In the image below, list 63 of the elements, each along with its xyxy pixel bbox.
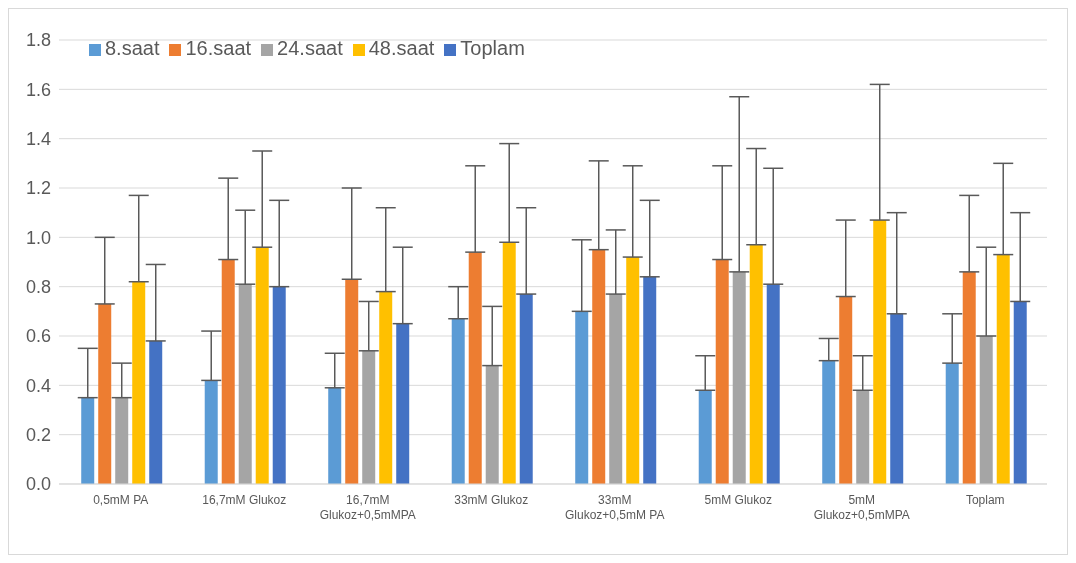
- legend-label: 8.saat: [105, 37, 160, 59]
- legend-label: Toplam: [460, 37, 525, 59]
- x-tick-label: Toplam: [965, 493, 1005, 507]
- bar: [575, 311, 589, 484]
- bar: [519, 294, 533, 484]
- y-tick-label: 0.0: [25, 474, 51, 495]
- y-tick-label: 1.4: [25, 129, 51, 150]
- bar: [962, 271, 976, 484]
- bar: [715, 259, 729, 484]
- bar: [839, 296, 853, 484]
- bar: [643, 276, 657, 484]
- bar: [379, 291, 393, 484]
- bar: [945, 363, 959, 484]
- x-tick-label: 16,7mM Glukoz+0,5mMPA: [319, 493, 416, 522]
- bar: [149, 340, 163, 484]
- bar: [609, 294, 623, 484]
- bar: [468, 252, 482, 484]
- bar: [362, 350, 376, 484]
- bar: [451, 318, 465, 484]
- y-tick-label: 0.4: [25, 375, 51, 396]
- bar: [328, 387, 342, 484]
- bar: [890, 313, 904, 484]
- x-tick-label: 16,7mM Glukoz: [202, 493, 287, 507]
- y-tick-label: 1.6: [25, 79, 51, 100]
- bar: [873, 220, 887, 484]
- x-tick-label: 33mM Glukoz: [454, 493, 529, 507]
- bar: [132, 281, 146, 484]
- bar: [485, 365, 499, 484]
- bar: [81, 397, 95, 484]
- bar: [238, 284, 252, 484]
- x-tick-label: 0,5mM PA: [93, 493, 149, 507]
- legend-label: 16.saat: [185, 37, 252, 59]
- bar: [626, 257, 640, 484]
- bar: [221, 259, 235, 484]
- bar: [749, 244, 763, 484]
- bar: [996, 254, 1010, 484]
- x-tick-label: 5mM Glukoz+0,5mMPA: [813, 493, 910, 522]
- bar: [115, 397, 129, 484]
- y-tick-label: 0.2: [25, 425, 51, 446]
- y-tick-label: 1.8: [25, 30, 51, 51]
- bar: [979, 336, 993, 484]
- x-tick-label: 5mM Glukoz: [704, 493, 772, 507]
- y-tick-label: 1.0: [25, 227, 51, 248]
- bar: [1013, 301, 1027, 484]
- bar: [856, 390, 870, 484]
- bar: [396, 323, 410, 484]
- bar: [255, 247, 269, 484]
- bar: [698, 390, 712, 484]
- bar: [272, 286, 286, 484]
- y-tick-label: 1.2: [25, 178, 51, 199]
- y-tick-label: 0.6: [25, 326, 51, 347]
- x-tick-label: 33mM Glukoz+0,5mM PA: [565, 493, 665, 522]
- y-tick-label: 0.8: [25, 277, 51, 298]
- bar: [592, 249, 606, 484]
- bar: [204, 380, 218, 484]
- bar: [345, 279, 359, 484]
- legend-label: 48.saat: [368, 37, 435, 59]
- bar: [822, 360, 836, 484]
- bar: [98, 303, 112, 484]
- legend-label: 24.saat: [277, 37, 343, 59]
- bar: [502, 242, 516, 484]
- bar: [732, 271, 746, 484]
- bar: [766, 284, 780, 484]
